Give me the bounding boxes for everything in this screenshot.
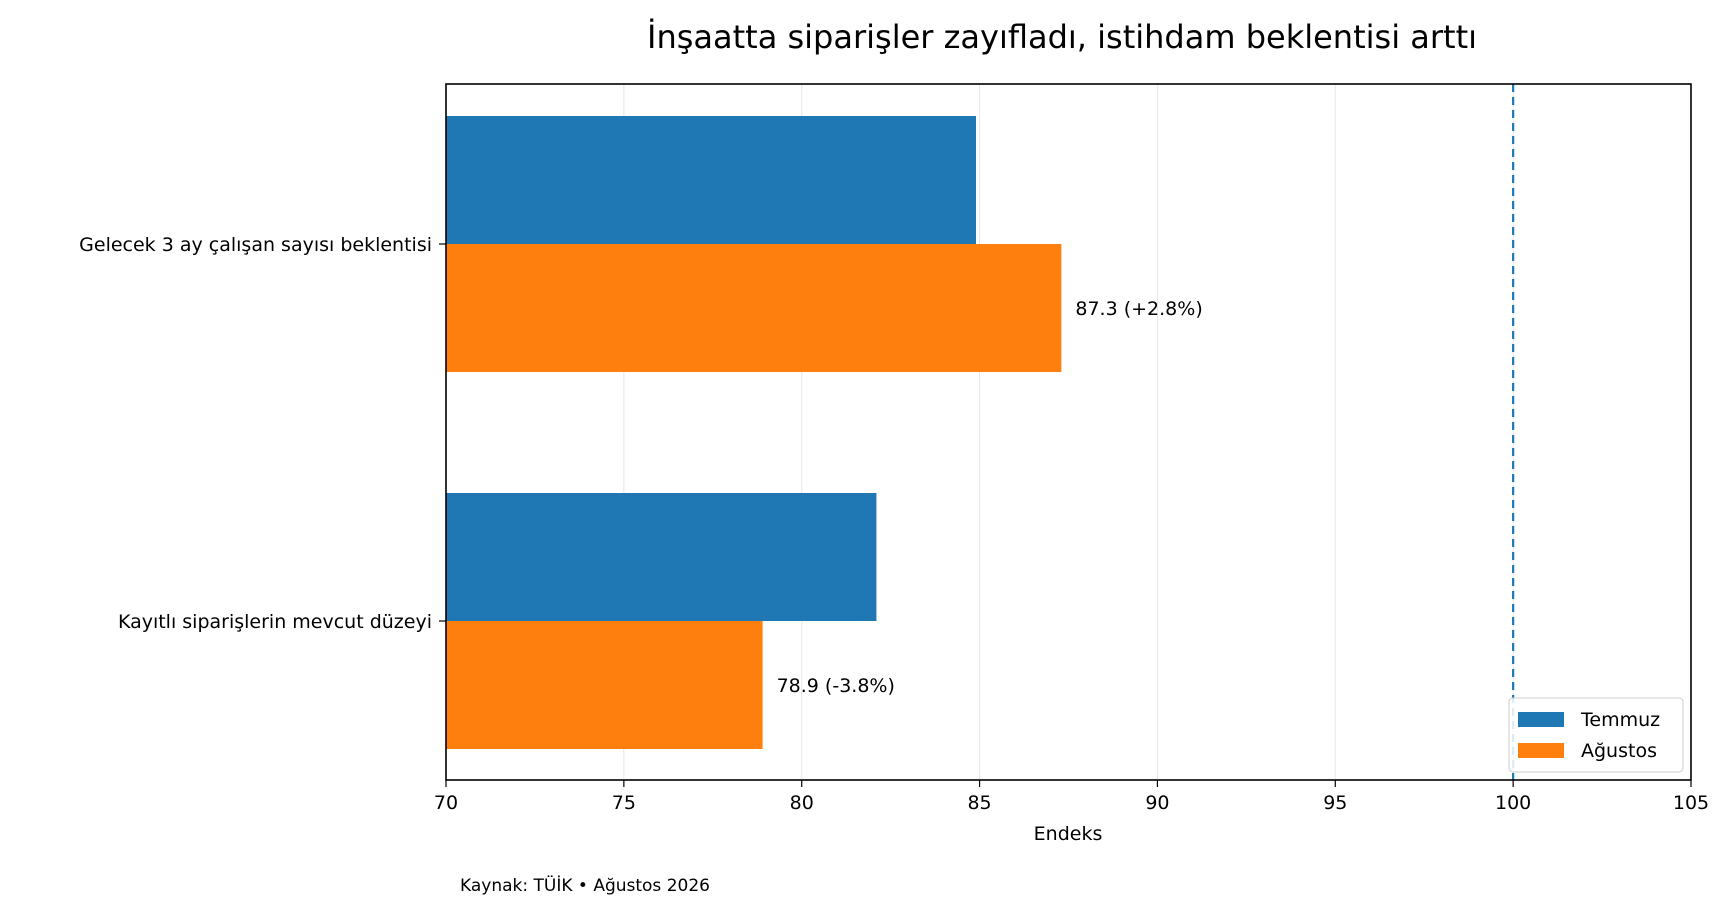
y-tick-label: Kayıtlı siparişlerin mevcut düzeyi bbox=[118, 611, 432, 633]
x-axis-label: Endeks bbox=[1034, 823, 1103, 845]
x-tick-label: 70 bbox=[434, 792, 458, 814]
legend: Temmuz Ağustos bbox=[1508, 697, 1684, 773]
x-tick-label: 100 bbox=[1495, 792, 1531, 814]
x-axis: 70 75 80 85 90 95 100 105 bbox=[434, 780, 1709, 814]
data-labels: 87.3 (+2.8%) 78.9 (-3.8%) bbox=[777, 298, 1203, 697]
x-tick-label: 95 bbox=[1323, 792, 1347, 814]
legend-label: Ağustos bbox=[1581, 740, 1657, 762]
y-tick-label: Gelecek 3 ay çalışan sayısı beklentisi bbox=[79, 234, 432, 256]
plot-frame bbox=[445, 83, 1692, 781]
source-note: Kaynak: TÜİK • Ağustos 2026 bbox=[460, 874, 710, 896]
legend-label: Temmuz bbox=[1580, 709, 1660, 731]
data-label: 78.9 (-3.8%) bbox=[777, 675, 895, 697]
chart-title: İnşaatta siparişler zayıfladı, istihdam … bbox=[647, 18, 1477, 56]
legend-swatch bbox=[1518, 743, 1564, 758]
bar-temmuz bbox=[446, 116, 977, 244]
bar-ağustos bbox=[446, 244, 1062, 372]
x-tick-label: 75 bbox=[612, 792, 636, 814]
legend-swatch bbox=[1518, 712, 1564, 727]
x-tick-label: 85 bbox=[967, 792, 991, 814]
bars bbox=[446, 116, 1062, 749]
y-axis: Gelecek 3 ay çalışan sayısı beklentisi Ka… bbox=[79, 234, 446, 633]
x-tick-label: 90 bbox=[1145, 792, 1169, 814]
data-label: 87.3 (+2.8%) bbox=[1075, 298, 1202, 320]
x-tick-label: 105 bbox=[1673, 792, 1709, 814]
x-tick-label: 80 bbox=[790, 792, 814, 814]
bar-temmuz bbox=[446, 493, 877, 621]
bar-ağustos bbox=[446, 621, 763, 749]
